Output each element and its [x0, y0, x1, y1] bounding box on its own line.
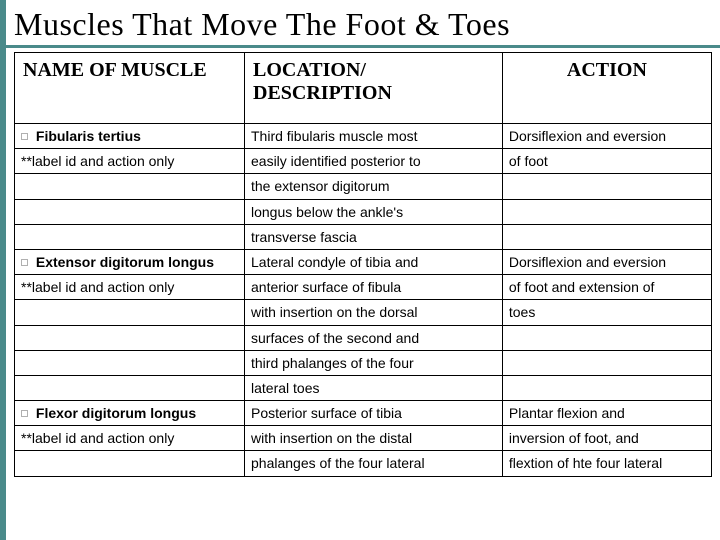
table-row: third phalanges of the four: [15, 350, 712, 375]
cell-location: phalanges of the four lateral: [245, 451, 503, 476]
table-header-row: NAME OF MUSCLE LOCATION/ DESCRIPTION ACT…: [15, 53, 712, 124]
cell-action: [502, 174, 711, 199]
bullet-icon: [21, 410, 28, 417]
cell-action: of foot and extension of: [502, 275, 711, 300]
cell-name: [15, 300, 245, 325]
cell-name: **label id and action only: [15, 149, 245, 174]
cell-action: [502, 375, 711, 400]
table-row: **label id and action onlyanterior surfa…: [15, 275, 712, 300]
table-row: Fibularis tertius Third fibularis muscle…: [15, 124, 712, 149]
muscle-table: NAME OF MUSCLE LOCATION/ DESCRIPTION ACT…: [14, 52, 712, 477]
cell-location: Third fibularis muscle most: [245, 124, 503, 149]
cell-location: easily identified posterior to: [245, 149, 503, 174]
cell-location: surfaces of the second and: [245, 325, 503, 350]
header-action: ACTION: [502, 53, 711, 124]
cell-location: Lateral condyle of tibia and: [245, 249, 503, 274]
cell-name: [15, 174, 245, 199]
cell-action: Plantar flexion and: [502, 401, 711, 426]
cell-location: transverse fascia: [245, 224, 503, 249]
cell-location: anterior surface of fibula: [245, 275, 503, 300]
cell-action: toes: [502, 300, 711, 325]
cell-name: [15, 199, 245, 224]
table-row: lateral toes: [15, 375, 712, 400]
cell-action: inversion of foot, and: [502, 426, 711, 451]
slide: Muscles That Move The Foot & Toes NAME O…: [0, 0, 720, 540]
header-name: NAME OF MUSCLE: [15, 53, 245, 124]
cell-location: Posterior surface of tibia: [245, 401, 503, 426]
muscle-name: Fibularis tertius: [32, 128, 141, 144]
cell-action: Dorsiflexion and eversion: [502, 124, 711, 149]
cell-action: flextion of hte four lateral: [502, 451, 711, 476]
cell-action: of foot: [502, 149, 711, 174]
cell-location: with insertion on the dorsal: [245, 300, 503, 325]
cell-name: Flexor digitorum longus: [15, 401, 245, 426]
cell-location: with insertion on the distal: [245, 426, 503, 451]
table-row: Extensor digitorum longus Lateral condyl…: [15, 249, 712, 274]
cell-name: Fibularis tertius: [15, 124, 245, 149]
muscle-name: Flexor digitorum longus: [32, 405, 196, 421]
table-container: NAME OF MUSCLE LOCATION/ DESCRIPTION ACT…: [6, 48, 720, 477]
cell-name: **label id and action only: [15, 426, 245, 451]
cell-action: [502, 224, 711, 249]
cell-action: [502, 325, 711, 350]
table-row: longus below the ankle's: [15, 199, 712, 224]
table-body: Fibularis tertius Third fibularis muscle…: [15, 124, 712, 477]
table-row: **label id and action onlywith insertion…: [15, 426, 712, 451]
cell-action: Dorsiflexion and eversion: [502, 249, 711, 274]
cell-action: [502, 350, 711, 375]
muscle-name: Extensor digitorum longus: [32, 254, 214, 270]
cell-name: [15, 451, 245, 476]
cell-name: [15, 224, 245, 249]
cell-name: [15, 375, 245, 400]
cell-location: lateral toes: [245, 375, 503, 400]
table-row: the extensor digitorum: [15, 174, 712, 199]
table-row: surfaces of the second and: [15, 325, 712, 350]
cell-name: Extensor digitorum longus: [15, 249, 245, 274]
table-row: with insertion on the dorsaltoes: [15, 300, 712, 325]
table-row: phalanges of the four lateralflextion of…: [15, 451, 712, 476]
table-row: **label id and action onlyeasily identif…: [15, 149, 712, 174]
bullet-icon: [21, 133, 28, 140]
cell-action: [502, 199, 711, 224]
cell-location: longus below the ankle's: [245, 199, 503, 224]
cell-name: **label id and action only: [15, 275, 245, 300]
cell-name: [15, 350, 245, 375]
header-location: LOCATION/ DESCRIPTION: [245, 53, 503, 124]
slide-title: Muscles That Move The Foot & Toes: [6, 0, 720, 48]
cell-name: [15, 325, 245, 350]
cell-location: third phalanges of the four: [245, 350, 503, 375]
cell-location: the extensor digitorum: [245, 174, 503, 199]
bullet-icon: [21, 259, 28, 266]
table-row: transverse fascia: [15, 224, 712, 249]
table-row: Flexor digitorum longus Posterior surfac…: [15, 401, 712, 426]
